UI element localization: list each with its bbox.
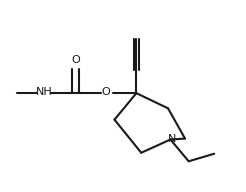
- Text: O: O: [71, 55, 80, 65]
- Text: N: N: [168, 134, 176, 144]
- Text: NH: NH: [36, 87, 52, 97]
- Text: O: O: [102, 87, 110, 97]
